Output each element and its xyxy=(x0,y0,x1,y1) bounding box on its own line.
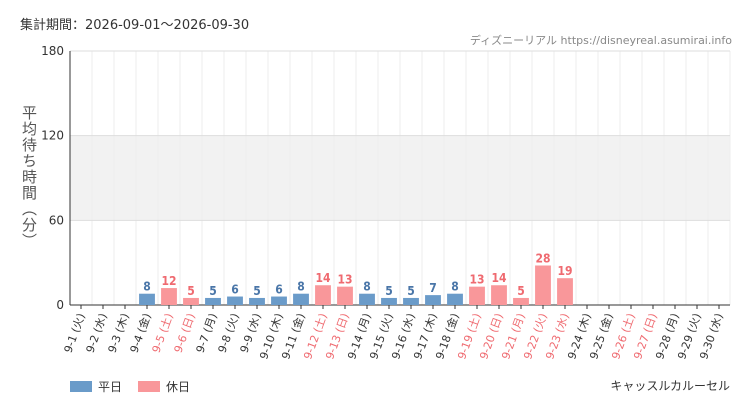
bar xyxy=(139,293,155,305)
legend-label-weekday: 平日 xyxy=(98,380,123,394)
data-label: 8 xyxy=(143,280,151,294)
data-label: 12 xyxy=(161,274,176,288)
data-label: 8 xyxy=(363,280,371,294)
data-label: 6 xyxy=(231,283,239,297)
bar xyxy=(381,297,397,305)
bar xyxy=(249,297,265,305)
data-label: 28 xyxy=(535,251,550,265)
data-label: 7 xyxy=(429,281,437,295)
data-label: 5 xyxy=(517,284,525,298)
data-label: 5 xyxy=(407,284,415,298)
attraction-name: キャッスルカルーセル xyxy=(610,379,730,393)
bar xyxy=(183,297,199,305)
data-label: 5 xyxy=(209,284,217,298)
legend-swatch-weekday xyxy=(70,381,92,392)
legend-item-holiday[interactable]: 休日 xyxy=(138,378,190,395)
data-label: 13 xyxy=(337,273,352,287)
data-label: 5 xyxy=(187,284,195,298)
site-credit: ディズニーリアル https://disneyreal.asumirai.inf… xyxy=(469,34,732,47)
y-axis-label: 平均待ち時間（分） xyxy=(20,105,38,249)
data-label: 6 xyxy=(275,283,283,297)
bar xyxy=(315,285,331,305)
bar xyxy=(513,297,529,305)
bar xyxy=(293,293,309,305)
y-tick-label: 120 xyxy=(41,129,64,143)
data-label: 19 xyxy=(557,264,572,278)
bar xyxy=(491,285,507,305)
data-label: 8 xyxy=(451,280,459,294)
bar xyxy=(403,297,419,305)
bar xyxy=(161,288,177,305)
legend-swatch-holiday xyxy=(138,381,161,392)
bar xyxy=(447,293,463,305)
bar xyxy=(557,278,573,305)
data-label: 5 xyxy=(253,284,261,298)
y-tick-label: 60 xyxy=(49,213,64,227)
legend-label-holiday: 休日 xyxy=(166,380,191,394)
bar xyxy=(271,296,287,305)
y-tick-label: 180 xyxy=(41,44,64,58)
period-label: 集計期間：2026-09-01～2026-09-30 xyxy=(20,18,250,33)
legend: 平日 休日 xyxy=(70,378,206,395)
bar xyxy=(469,286,485,305)
bar xyxy=(227,296,243,305)
data-label: 5 xyxy=(385,284,393,298)
bar xyxy=(359,293,375,305)
data-label: 13 xyxy=(469,273,484,287)
y-tick-label: 0 xyxy=(56,298,64,312)
bar xyxy=(205,297,221,305)
bar xyxy=(425,295,441,305)
data-label: 8 xyxy=(297,280,305,294)
data-label: 14 xyxy=(315,271,331,285)
legend-item-weekday[interactable]: 平日 xyxy=(70,378,122,395)
bar xyxy=(337,286,353,305)
data-label: 14 xyxy=(491,271,507,285)
bar xyxy=(535,265,551,305)
